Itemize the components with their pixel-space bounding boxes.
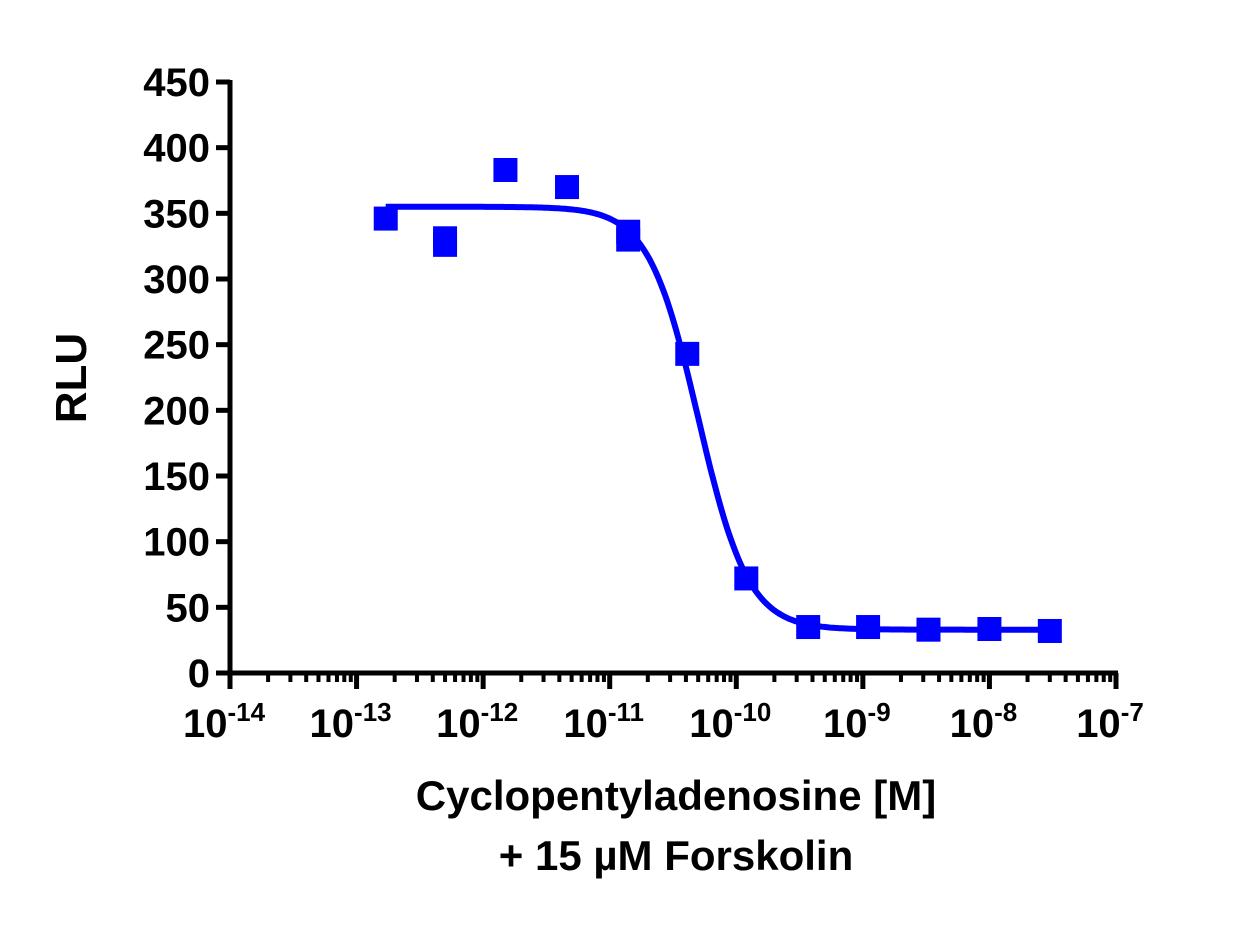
y-tick-label: 250 bbox=[143, 324, 210, 368]
data-point bbox=[856, 615, 881, 640]
fit-curve-line bbox=[385, 203, 1050, 633]
y-tick-label: 350 bbox=[143, 192, 210, 236]
data-point bbox=[373, 206, 398, 231]
x-tick-label: 10-13 bbox=[310, 697, 392, 746]
data-points bbox=[373, 157, 1062, 643]
data-point bbox=[916, 617, 941, 642]
data-point bbox=[616, 227, 641, 252]
data-point bbox=[555, 175, 580, 200]
y-tick-label: 100 bbox=[143, 521, 210, 565]
x-tick-label: 10-12 bbox=[436, 697, 518, 746]
x-tick-label: 10-11 bbox=[563, 697, 644, 746]
data-point bbox=[493, 157, 518, 182]
y-tick-label: 200 bbox=[143, 389, 210, 433]
axes: 0 50 100 150 200 250 300 350 400 450 10-14 10-13 10-… bbox=[143, 61, 1144, 746]
x-axis-label: Cyclopentyladenosine [M] bbox=[416, 772, 936, 819]
data-point bbox=[675, 341, 700, 366]
y-tick-label: 300 bbox=[143, 258, 210, 302]
x-tick-label: 10-9 bbox=[823, 697, 891, 746]
data-point bbox=[1037, 618, 1062, 643]
y-axis-label: RLU bbox=[47, 333, 96, 423]
fit-curve-group bbox=[385, 203, 1050, 633]
data-point bbox=[977, 617, 1002, 642]
data-point bbox=[734, 566, 759, 591]
y-tick-label: 450 bbox=[143, 61, 210, 105]
data-point bbox=[433, 232, 458, 257]
y-tick-label: 0 bbox=[188, 652, 210, 696]
y-tick-label: 400 bbox=[143, 127, 210, 171]
x-axis-label-line2: + 15 µM Forskolin bbox=[499, 832, 853, 879]
x-tick-label: 10-14 bbox=[183, 697, 266, 746]
x-tick-label: 10-8 bbox=[950, 697, 1018, 746]
y-tick-label: 150 bbox=[143, 455, 210, 499]
x-tick-label: 10-10 bbox=[689, 697, 771, 746]
y-tick-label: 50 bbox=[166, 586, 211, 630]
x-tick-label: 10-7 bbox=[1076, 697, 1144, 746]
data-point bbox=[796, 615, 821, 640]
